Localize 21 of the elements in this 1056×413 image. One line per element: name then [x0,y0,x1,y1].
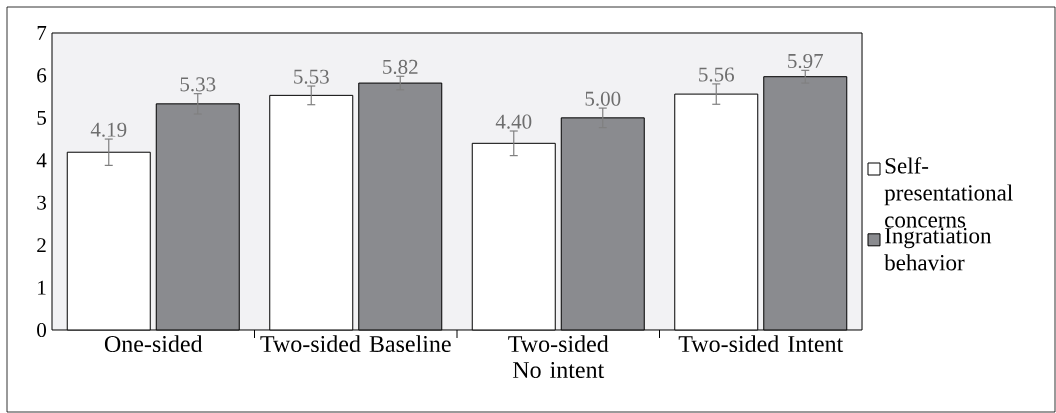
data-label: 5.56 [699,67,735,82]
y-tick-label: 6 [37,68,47,83]
x-tick-label: One-sided [104,335,203,353]
y-tick-label: 1 [38,280,46,295]
data-label: 4.19 [90,122,127,137]
y-tick-label: 3 [37,195,46,210]
data-label: 4.40 [495,114,532,129]
data-label: 5.97 [788,53,824,69]
data-label: 5.53 [294,69,329,84]
data-label: 5.33 [180,77,216,92]
x-tick-label: Two-sided No intent [508,335,609,379]
y-tick-label: 4 [36,153,47,168]
x-tick-label: Two-sided Intent [678,335,844,353]
data-label: 5.00 [585,91,621,106]
y-tick-label: 5 [37,110,46,125]
y-tick-label: 0 [37,322,47,338]
x-tick-label: Two-sided Baseline [260,335,451,353]
y-tick-label: 2 [37,238,46,253]
data-label: 5.82 [383,59,418,75]
y-tick-label: 7 [37,26,47,40]
legend-label: Ingratiation behavior [884,228,992,271]
